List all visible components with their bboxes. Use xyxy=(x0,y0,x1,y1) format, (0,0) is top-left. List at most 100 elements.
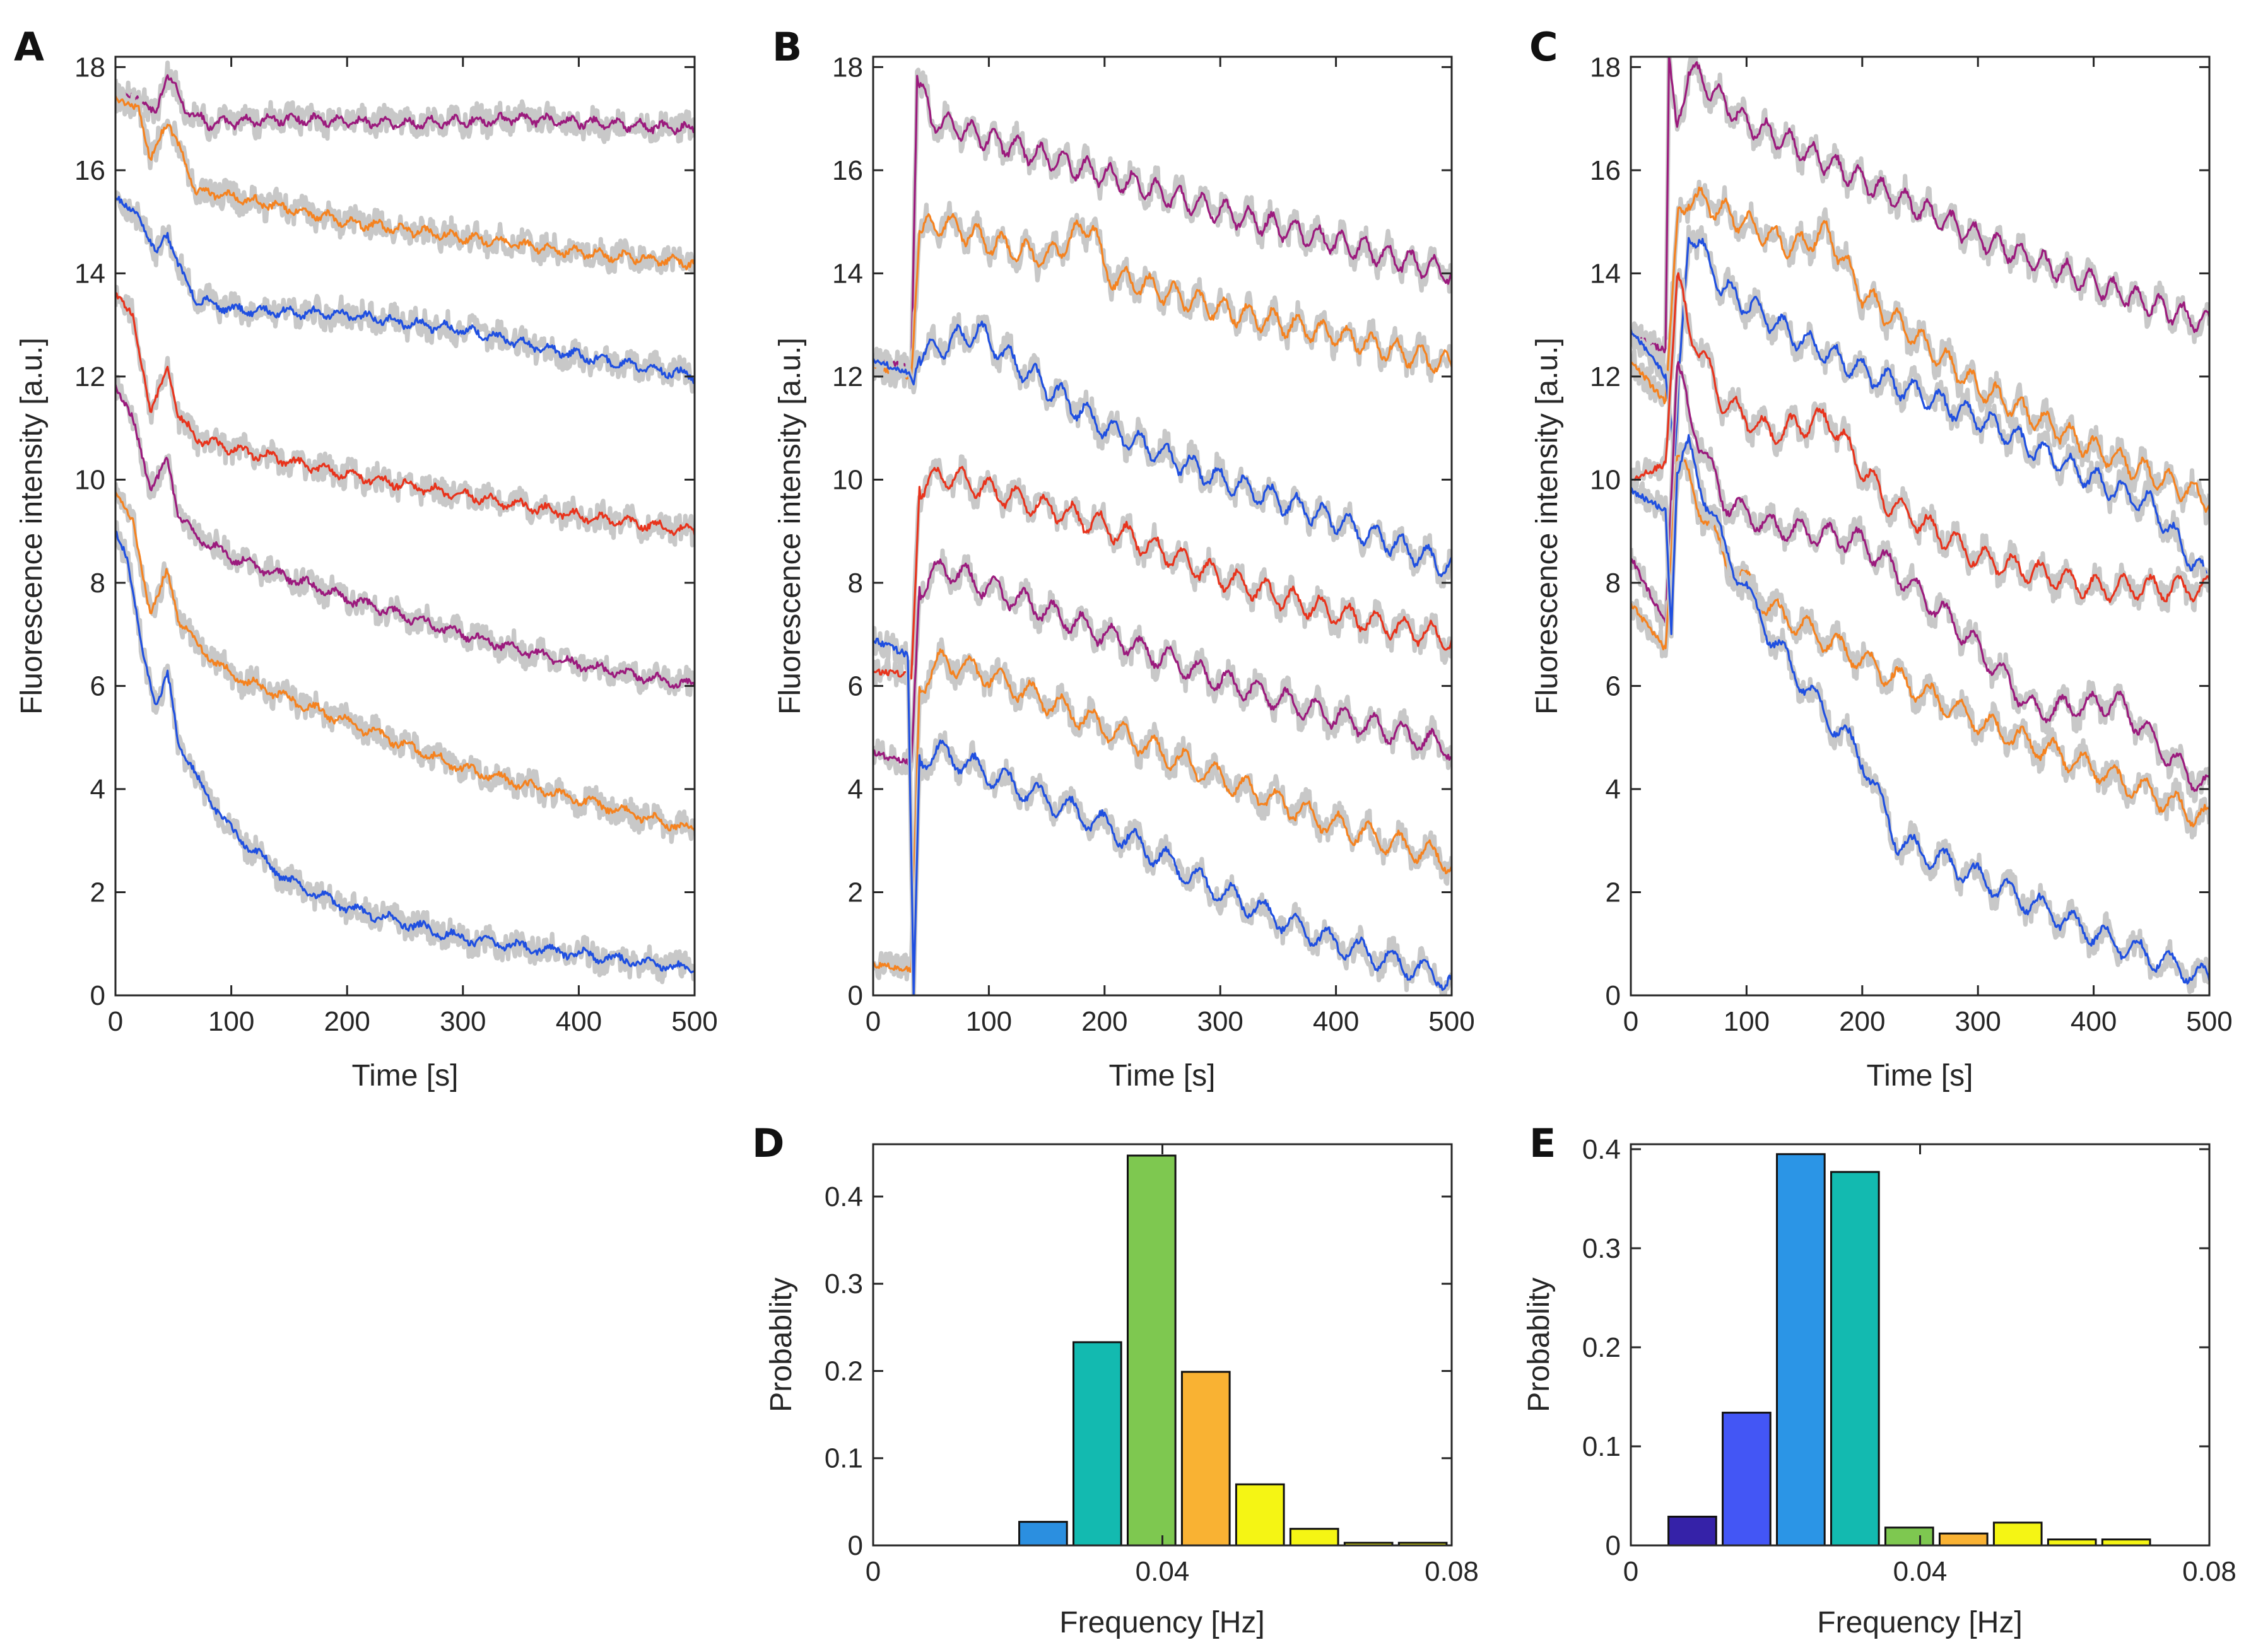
panel-c-ytick-label: 2 xyxy=(1606,877,1621,908)
panel-a-ytick-label: 2 xyxy=(90,877,105,908)
panel-c-ytick-label: 8 xyxy=(1606,568,1621,599)
panel-c-xtick-label: 0 xyxy=(1623,1006,1638,1037)
panel-b-ytick-label: 6 xyxy=(848,671,863,701)
panel-letter-b: B xyxy=(772,24,802,70)
panel-a-raw-trace-3 xyxy=(115,190,695,394)
panel-e-ytick-label: 0.1 xyxy=(1582,1431,1621,1462)
panel-c-series-2 xyxy=(1631,186,2209,513)
panel-c-ytick-label: 6 xyxy=(1606,671,1621,701)
panel-c-ytick-label: 0 xyxy=(1606,980,1621,1011)
panel-d-ytick-label: 0 xyxy=(848,1530,863,1561)
panel-c-ylabel: Fluorescence intensity [a.u.] xyxy=(1531,337,1564,715)
panel-d-ylabel: Probablity xyxy=(765,1277,798,1412)
panel-b-xtick-label: 200 xyxy=(1081,1006,1127,1037)
panel-a-series-2 xyxy=(115,95,695,271)
panel-e-ytick-label: 0.3 xyxy=(1582,1233,1621,1264)
panel-d-bar-1 xyxy=(1018,1521,1068,1547)
panel-a-series-6 xyxy=(115,491,695,832)
panel-b-ytick-label: 4 xyxy=(848,774,863,805)
panel-d-xlabel: Frequency [Hz] xyxy=(1059,1606,1264,1639)
panel-d-xtick-label: 0 xyxy=(866,1556,881,1587)
panel-b-xtick-label: 0 xyxy=(866,1006,881,1037)
panel-e-xtick-label: 0 xyxy=(1623,1556,1638,1587)
panel-b-xlabel: Time [s] xyxy=(1109,1059,1216,1093)
panel-b-ytick-label: 2 xyxy=(848,877,863,908)
panel-a-ytick-label: 4 xyxy=(90,774,105,805)
panel-a-ytick-label: 8 xyxy=(90,568,105,599)
panel-b-ytick-label: 10 xyxy=(832,464,863,495)
panel-b-xtick-label: 300 xyxy=(1197,1006,1243,1037)
panel-e-xtick-label: 0.08 xyxy=(2182,1556,2236,1587)
panel-b-xtick-label: 100 xyxy=(966,1006,1012,1037)
panel-d-xtick-label: 0.04 xyxy=(1136,1556,1190,1587)
panel-letter-e: E xyxy=(1529,1120,1556,1166)
panel-e-bar-1 xyxy=(1667,1515,1717,1547)
panel-c-series-7 xyxy=(1631,434,2209,985)
panel-c-ytick-label: 10 xyxy=(1590,464,1621,495)
panel-b-ylabel: Fluorescence intensity [a.u.] xyxy=(773,337,807,715)
panel-a-ytick-label: 10 xyxy=(74,464,105,495)
panel-d-bar-5 xyxy=(1235,1483,1285,1547)
panel-c-raw-trace-4 xyxy=(1631,267,2209,613)
panel-c-series-4 xyxy=(1631,272,2209,604)
panel-a-series-4 xyxy=(115,292,695,536)
panel-letter-a: A xyxy=(14,24,44,70)
panel-d-ytick-label: 0.4 xyxy=(825,1181,863,1212)
panel-a: A 0 100 200 300 400 500 0 2 4 6 8 10 12 14 16 18 Time [… xyxy=(14,24,718,1093)
panel-b-series-6 xyxy=(873,648,1452,973)
panel-a-ytick-label: 14 xyxy=(74,258,105,289)
panel-c-ytick-label: 14 xyxy=(1590,258,1621,289)
panel-b: B 0 100 200 300 400 500 0 2 4 6 8 10 12 14 16 18 Time [… xyxy=(772,24,1475,1093)
panel-a-xtick-label: 0 xyxy=(108,1006,123,1037)
panel-c: C 0 100 200 300 400 500 0 2 4 6 8 10 12 14 16 18 Time [… xyxy=(1529,24,2233,1093)
panel-d-ytick-label: 0.3 xyxy=(825,1268,863,1299)
panel-c-raw-trace-1 xyxy=(1631,57,2209,365)
panel-c-ytick-label: 18 xyxy=(1590,52,1621,83)
panel-c-xtick-label: 300 xyxy=(1954,1006,2001,1037)
panel-c-xtick-label: 100 xyxy=(1724,1006,1770,1037)
panel-c-xtick-label: 200 xyxy=(1839,1006,1885,1037)
panel-b-xtick-label: 500 xyxy=(1428,1006,1474,1037)
panel-c-raw-trace-6 xyxy=(1631,442,2209,840)
panel-c-raw-trace-3 xyxy=(1631,225,2209,589)
panel-a-xtick-label: 400 xyxy=(556,1006,602,1037)
panel-e-ytick-label: 0 xyxy=(1606,1530,1621,1561)
panel-a-series-5 xyxy=(115,384,695,689)
panel-c-axes-box xyxy=(1630,56,2211,997)
panel-c-ytick-label: 16 xyxy=(1590,155,1621,186)
panel-d-bar-2 xyxy=(1073,1341,1122,1547)
panel-a-series-7 xyxy=(115,530,695,974)
panel-a-series-3 xyxy=(115,196,695,384)
panel-a-xtick-label: 100 xyxy=(208,1006,254,1037)
panel-a-xtick-label: 300 xyxy=(440,1006,486,1037)
panel-e-xlabel: Frequency [Hz] xyxy=(1817,1606,2022,1639)
panel-b-raw-trace-7 xyxy=(873,626,1452,995)
panel-b-ytick-label: 16 xyxy=(832,155,863,186)
panel-e-bar-3 xyxy=(1776,1153,1826,1547)
panel-b-series-4 xyxy=(873,466,1452,680)
panel-b-series-5 xyxy=(873,558,1452,766)
panel-e-ylabel: Probablity xyxy=(1522,1277,1556,1412)
panel-b-ytick-label: 14 xyxy=(832,258,863,289)
panel-e-ytick-label: 0.4 xyxy=(1582,1134,1621,1165)
panel-a-ytick-label: 18 xyxy=(74,52,105,83)
panel-a-ytick-label: 6 xyxy=(90,671,105,701)
panel-b-xtick-label: 400 xyxy=(1313,1006,1359,1037)
panel-b-series-1 xyxy=(873,74,1452,375)
panel-c-xlabel: Time [s] xyxy=(1867,1059,1973,1093)
panel-b-ytick-label: 0 xyxy=(848,980,863,1011)
panel-a-ytick-label: 0 xyxy=(90,980,105,1011)
panel-a-ylabel: Fluorescence intensity [a.u.] xyxy=(15,337,49,715)
panel-b-axes-box xyxy=(872,56,1453,997)
panel-b-series-3 xyxy=(873,320,1452,578)
panel-e-ytick-label: 0.2 xyxy=(1582,1332,1621,1363)
panel-a-axes-box xyxy=(114,56,696,997)
panel-e-bar-7 xyxy=(1992,1521,2043,1547)
panel-a-raw-trace-4 xyxy=(115,284,695,548)
panel-letter-c: C xyxy=(1529,24,1558,70)
panel-d-ytick-label: 0.2 xyxy=(825,1356,863,1386)
panel-a-ytick-label: 16 xyxy=(74,155,105,186)
panel-letter-d: D xyxy=(752,1120,784,1166)
panel-e-xtick-label: 0.04 xyxy=(1893,1556,1948,1587)
